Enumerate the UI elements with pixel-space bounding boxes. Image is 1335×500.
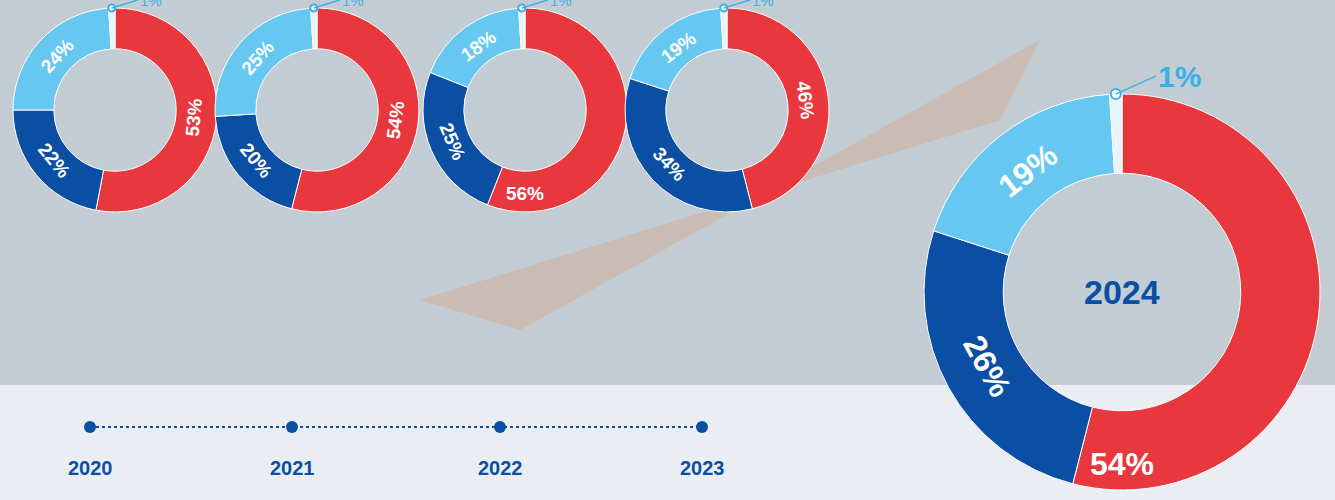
svg-text:1%: 1% xyxy=(140,0,162,9)
svg-text:25%: 25% xyxy=(435,120,469,163)
svg-text:1%: 1% xyxy=(752,0,774,9)
svg-text:1%: 1% xyxy=(1158,60,1201,93)
svg-text:1%: 1% xyxy=(342,0,364,9)
svg-text:46%: 46% xyxy=(793,80,819,120)
svg-text:54%: 54% xyxy=(383,100,409,140)
svg-text:56%: 56% xyxy=(506,183,544,204)
svg-text:53%: 53% xyxy=(181,97,205,137)
svg-text:2021: 2021 xyxy=(270,457,315,479)
svg-text:26%: 26% xyxy=(956,329,1018,402)
svg-text:34%: 34% xyxy=(649,143,690,185)
svg-text:20%: 20% xyxy=(236,139,276,182)
svg-text:22%: 22% xyxy=(34,139,74,182)
svg-text:19%: 19% xyxy=(991,137,1064,205)
svg-text:24%: 24% xyxy=(37,35,78,77)
svg-text:54%: 54% xyxy=(1090,446,1154,482)
svg-text:18%: 18% xyxy=(457,26,500,65)
svg-text:1%: 1% xyxy=(550,0,572,9)
svg-text:2022: 2022 xyxy=(478,457,523,479)
svg-text:25%: 25% xyxy=(237,36,278,78)
svg-text:2024: 2024 xyxy=(1084,273,1160,311)
svg-text:2020: 2020 xyxy=(68,457,113,479)
svg-text:19%: 19% xyxy=(657,28,700,68)
svg-text:2023: 2023 xyxy=(680,457,725,479)
